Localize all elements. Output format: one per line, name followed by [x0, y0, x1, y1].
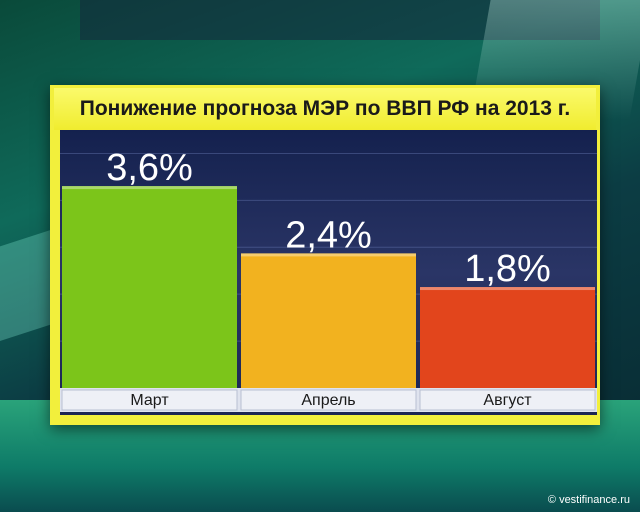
data-label: 1,8%: [464, 248, 551, 290]
data-label: 2,4%: [285, 214, 372, 256]
title-bar: Понижение прогноза МЭР по ВВП РФ на 2013…: [54, 88, 596, 130]
category-label: Август: [483, 392, 532, 409]
bar-highlight: [420, 287, 595, 291]
bar: [62, 186, 237, 388]
category-cell: [240, 389, 417, 411]
category-cell: [61, 389, 238, 411]
category-label: Апрель: [301, 392, 355, 409]
bar: [420, 287, 595, 388]
category-cell: [419, 389, 596, 411]
data-label: 3,6%: [106, 147, 193, 189]
plot-area: Март 3,6% Апрель 2,4% Август 1,8%: [60, 130, 597, 415]
bar-highlight: [241, 253, 416, 257]
background-shape: [80, 0, 600, 40]
category-label: Март: [130, 392, 169, 409]
bar-highlight: [62, 186, 237, 190]
source-credit: © vestifinance.ru: [547, 494, 630, 506]
bar: [241, 253, 416, 388]
chart-panel: Понижение прогноза МЭР по ВВП РФ на 2013…: [50, 85, 600, 425]
chart-title: Понижение прогноза МЭР по ВВП РФ на 2013…: [79, 97, 571, 120]
bar-chart: Март 3,6% Апрель 2,4% Август 1,8%: [60, 147, 597, 412]
